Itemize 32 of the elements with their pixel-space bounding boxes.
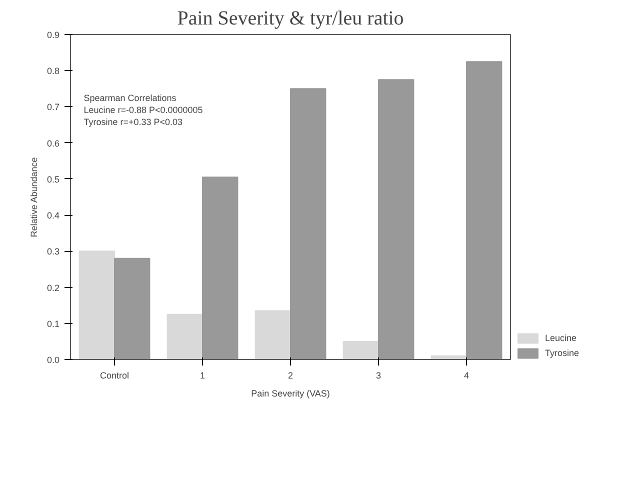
x-tick-label: 3 (376, 370, 382, 380)
legend-label: Tyrosine (545, 348, 580, 358)
y-tick-label: 0.9 (46, 30, 60, 40)
bar (202, 176, 238, 360)
chart-title: Pain Severity & tyr/leu ratio (177, 8, 404, 30)
bar (78, 250, 115, 360)
bar (254, 310, 291, 360)
y-tick-label: 0.7 (46, 102, 60, 112)
y-tick-label: 0.4 (46, 210, 60, 221)
y-tick-label: 0.8 (46, 66, 60, 76)
x-tick-label: 1 (200, 370, 206, 380)
bar (114, 258, 150, 360)
x-tick-label: 2 (288, 370, 294, 380)
y-tick-label: 0.6 (46, 138, 60, 148)
x-axis-title: Pain Severity (VAS) (251, 388, 330, 398)
annotation: Tyrosine r=+0.33 P<0.03 (84, 116, 183, 127)
annotation: Leucine r=-0.88 P<0.0000005 (84, 104, 203, 115)
annotation: Spearman Correlations (84, 92, 177, 103)
bar (166, 314, 203, 360)
y-axis-title: Relative Abundance (28, 157, 39, 238)
x-tick-label: Control (100, 370, 130, 380)
y-tick-label: 0.2 (46, 282, 60, 293)
bar (466, 61, 502, 360)
y-tick-label: 0.1 (46, 318, 60, 329)
bar (290, 88, 326, 360)
legend-label: Leucine (545, 333, 577, 343)
bar (378, 79, 414, 360)
y-tick-label: 0.5 (46, 174, 60, 184)
x-tick-label: 4 (464, 370, 470, 380)
bar (342, 340, 379, 360)
y-tick-label: 0.0 (46, 355, 60, 365)
y-tick-label: 0.3 (46, 246, 60, 257)
